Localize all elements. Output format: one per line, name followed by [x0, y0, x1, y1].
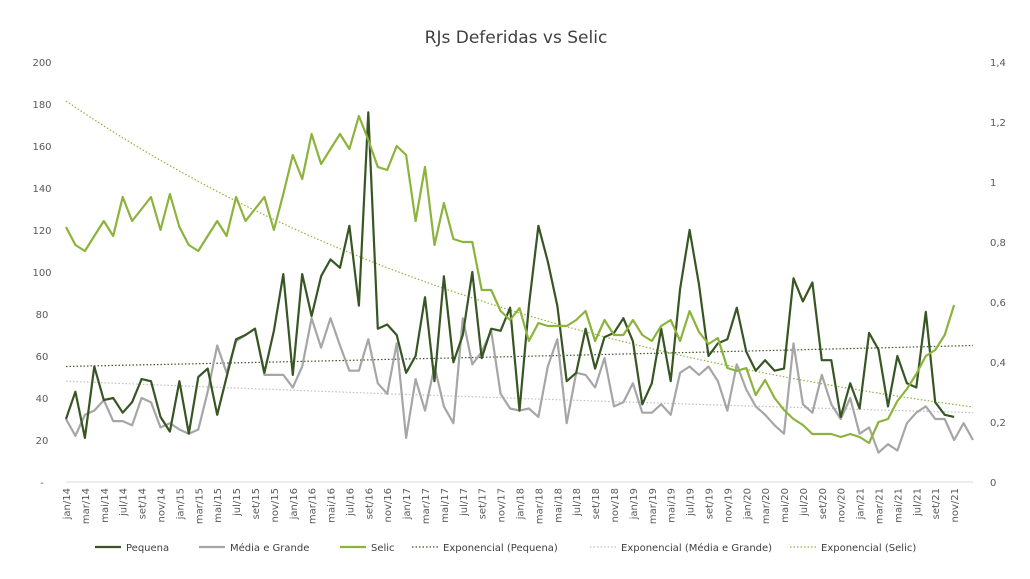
- x-tick-label: nov/18: [610, 488, 621, 522]
- x-tick-label: nov/20: [837, 488, 848, 522]
- y-left-tick-label: 40: [36, 394, 49, 405]
- legend-label: Exponencial (Pequena): [443, 543, 558, 554]
- x-tick-label: jan/15: [175, 488, 186, 520]
- x-tick-label: set/14: [138, 488, 149, 519]
- chart-title: RJs Deferidas vs Selic: [425, 28, 608, 48]
- x-tick-label: jul/14: [119, 488, 130, 517]
- x-tick-label: jul/16: [345, 488, 356, 517]
- y-right-tick-label: 0,4: [990, 358, 1006, 369]
- x-tick-label: jul/20: [799, 488, 810, 517]
- x-tick-label: set/18: [591, 488, 602, 519]
- y-left-tick-label: 80: [36, 310, 49, 321]
- x-tick-label: mar/20: [761, 488, 772, 524]
- x-tick-label: nov/19: [723, 488, 734, 522]
- y-left-tick-label: 20: [36, 436, 49, 447]
- y-left-tick-label: 200: [32, 58, 51, 69]
- x-tick-label: mai/20: [780, 488, 791, 523]
- x-tick-label: mar/19: [648, 488, 659, 524]
- x-tick-label: set/19: [704, 488, 715, 519]
- x-tick-label: set/21: [931, 488, 942, 519]
- x-tick-label: jul/18: [572, 488, 583, 517]
- legend-label: Selic: [371, 543, 395, 554]
- x-tick-label: mar/16: [308, 488, 319, 524]
- y-right-tick-label: 0,6: [990, 298, 1006, 309]
- y-right-tick-label: 0,2: [990, 418, 1006, 429]
- y-left-tick-label: -: [40, 478, 44, 489]
- y-right-tick-label: 1: [990, 178, 996, 189]
- x-tick-label: jan/18: [516, 488, 527, 520]
- x-tick-label: jul/15: [232, 488, 243, 517]
- y-right-axis: 0 0,2 0,4 0,6 0,8 1 1,2 1,4: [990, 58, 1006, 489]
- x-tick-label: jan/19: [629, 488, 640, 520]
- y-right-tick-label: 1,4: [990, 58, 1006, 69]
- x-tick-label: mai/16: [327, 488, 338, 523]
- legend-label: Pequena: [126, 543, 169, 554]
- y-right-tick-label: 1,2: [990, 118, 1006, 129]
- y-left-tick-label: 100: [32, 268, 51, 279]
- x-tick-label: set/15: [251, 488, 262, 519]
- y-left-tick-label: 180: [32, 100, 51, 111]
- x-tick-label: nov/15: [270, 488, 281, 522]
- x-tick-label: mar/17: [421, 488, 432, 524]
- x-tick-label: mar/21: [875, 488, 886, 524]
- y-right-tick-label: 0,8: [990, 238, 1006, 249]
- x-tick-label: mai/19: [667, 488, 678, 523]
- x-tick-label: mai/18: [553, 488, 564, 523]
- x-tick-label: mar/18: [534, 488, 545, 524]
- series-lines: [64, 111, 974, 454]
- series-line: [64, 111, 955, 439]
- x-tick-label: jan/17: [402, 488, 413, 520]
- legend-label: Média e Grande: [230, 542, 309, 554]
- x-tick-label: mai/14: [100, 488, 111, 523]
- series-line: [65, 114, 956, 445]
- legend-label: Exponencial (Média e Grande): [621, 542, 772, 554]
- x-tick-label: mai/21: [893, 488, 904, 523]
- x-tick-label: jan/20: [742, 488, 753, 520]
- y-right-tick-label: 0: [990, 478, 996, 489]
- x-tick-label: nov/21: [950, 488, 961, 522]
- y-left-tick-label: 60: [36, 352, 49, 363]
- x-tick-label: mai/15: [213, 488, 224, 523]
- x-tick-label: mar/14: [81, 488, 92, 524]
- x-tick-label: nov/17: [497, 488, 508, 522]
- x-tick-label: set/20: [818, 488, 829, 519]
- trendlines: [65, 100, 974, 414]
- x-tick-label: jul/19: [686, 488, 697, 517]
- x-axis: jan/14 mar/14 mai/14 jul/14 set/14 nov/14 jan/…: [62, 488, 961, 524]
- x-tick-label: jul/21: [912, 488, 923, 517]
- x-tick-label: set/17: [478, 488, 489, 519]
- y-left-axis: - 20 40 60 80 100 120 140 160 180 200: [32, 58, 51, 489]
- y-left-tick-label: 120: [32, 226, 51, 237]
- x-tick-label: nov/16: [383, 488, 394, 522]
- trendline: [65, 100, 974, 408]
- legend-label: Exponencial (Selic): [821, 543, 916, 554]
- x-tick-label: jul/17: [459, 488, 470, 517]
- trendline: [65, 380, 974, 414]
- x-tick-label: set/16: [364, 488, 375, 519]
- y-left-tick-label: 140: [32, 184, 51, 195]
- x-tick-label: nov/14: [156, 488, 167, 522]
- x-tick-label: jan/21: [856, 488, 867, 520]
- x-tick-label: mai/17: [440, 488, 451, 523]
- legend: Pequena Média e Grande Selic Exponencial (P…: [95, 542, 916, 554]
- trendline: [65, 344, 974, 368]
- series-line: [65, 317, 974, 454]
- y-left-tick-label: 160: [32, 142, 51, 153]
- x-tick-label: jan/16: [289, 488, 300, 520]
- x-tick-label: mar/15: [194, 488, 205, 524]
- x-tick-label: jan/14: [62, 488, 73, 520]
